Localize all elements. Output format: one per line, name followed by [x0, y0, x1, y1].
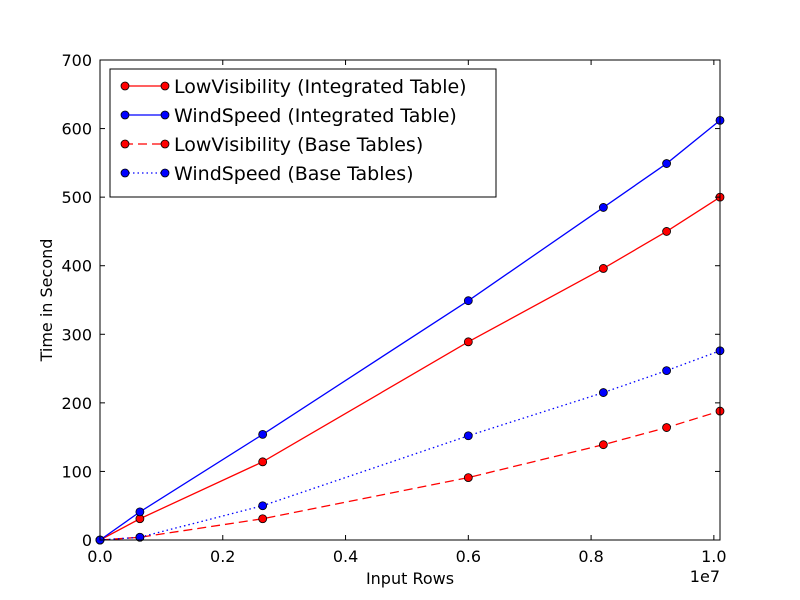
data-point — [598, 440, 608, 450]
data-point — [598, 388, 608, 397]
data-point — [463, 337, 473, 347]
data-point — [463, 431, 473, 441]
legend-label: WindSpeed (Integrated Table) — [174, 105, 457, 127]
data-point — [258, 514, 268, 524]
data-point — [662, 159, 671, 168]
legend-marker — [160, 168, 170, 178]
legend-marker — [120, 81, 130, 91]
series-line-4 — [99, 350, 721, 541]
legend-marker — [160, 139, 170, 149]
x-tick-label: 0.6 — [456, 547, 481, 566]
legend-box — [109, 68, 497, 198]
x-tick-label: 0.8 — [578, 547, 603, 566]
data-point — [598, 203, 608, 212]
x-tick-label: 0.2 — [210, 547, 235, 566]
legend-label: LowVisibility (Base Tables) — [174, 134, 423, 156]
series-line-1 — [99, 196, 721, 541]
data-point — [135, 532, 145, 542]
data-point — [662, 366, 671, 376]
legend-marker — [120, 168, 130, 178]
plot-frame — [99, 59, 721, 541]
legend-label: WindSpeed (Base Tables) — [174, 163, 414, 185]
series-line-3 — [99, 410, 721, 541]
data-point — [463, 296, 473, 306]
y-axis-label: Time in Second — [37, 239, 56, 363]
x-tick-label: 0.0 — [87, 547, 112, 566]
y-tick-label: 0 — [82, 531, 92, 550]
data-point — [662, 423, 671, 432]
x-offset-label: 1e7 — [690, 567, 720, 586]
data-point — [258, 429, 268, 439]
legend-marker — [160, 110, 170, 120]
legend-marker — [160, 81, 170, 91]
data-point — [258, 501, 268, 511]
legend-marker — [120, 110, 130, 120]
y-tick-label: 200 — [61, 394, 92, 413]
plot-content — [95, 115, 725, 545]
data-point — [463, 473, 473, 483]
y-tick-label: 400 — [61, 257, 92, 276]
legend-marker — [120, 139, 130, 149]
x-tick-label: 1.0 — [701, 547, 726, 566]
y-tick-label: 600 — [61, 120, 92, 139]
axis-ticks: 0.0 0.2 0.4 0.6 0.8 1.0 0 100 200 300 400 500 600 700 — [61, 51, 726, 566]
y-tick-label: 100 — [61, 462, 92, 481]
data-point — [598, 264, 608, 273]
data-point — [135, 507, 145, 517]
legend-label: LowVisibility (Integrated Table) — [174, 76, 467, 98]
data-point — [662, 227, 671, 236]
legend: LowVisibility (Integrated Table) WindSpee… — [109, 68, 497, 198]
x-tick-label: 0.4 — [333, 547, 358, 566]
x-axis-label: Input Rows — [366, 569, 454, 588]
y-tick-label: 700 — [61, 51, 92, 70]
y-tick-label: 500 — [61, 188, 92, 207]
y-tick-label: 300 — [61, 325, 92, 344]
data-point — [258, 457, 268, 467]
